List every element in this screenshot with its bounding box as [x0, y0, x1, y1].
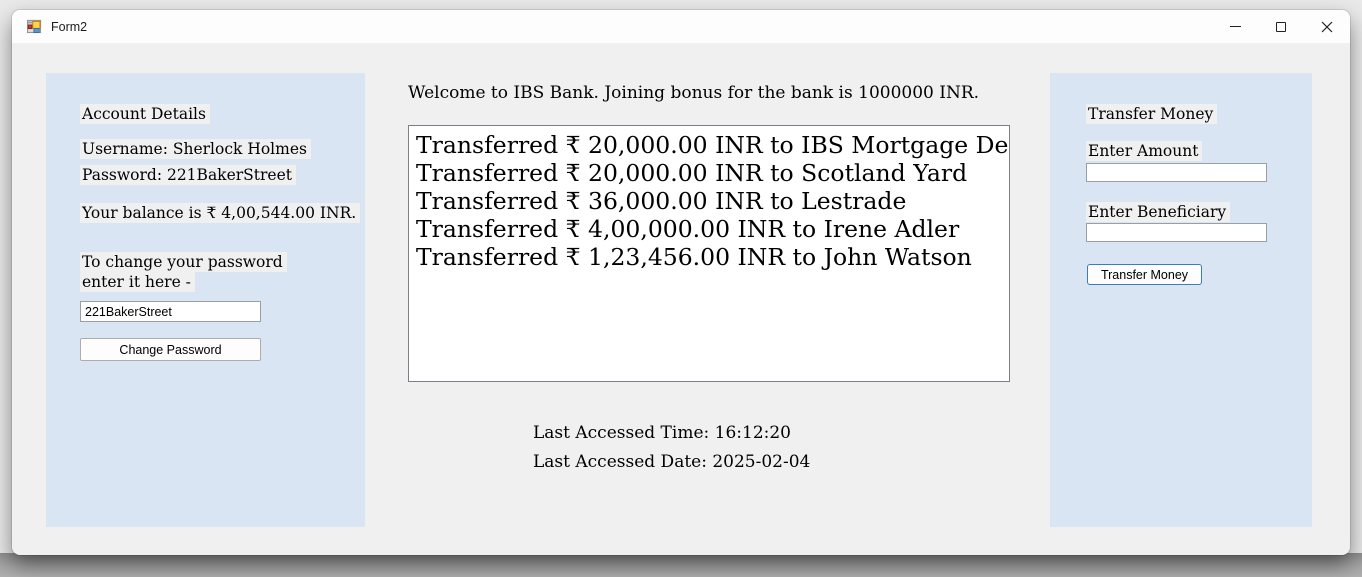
transaction-item[interactable]: Transferred ₹ 36,000.00 INR to Lestrade — [416, 187, 907, 215]
balance-label: Your balance is ₹ 4,00,544.00 INR. — [80, 203, 361, 223]
change-password-prompt-line1: To change your password — [80, 252, 287, 272]
maximize-icon — [1276, 21, 1286, 32]
amount-input[interactable] — [1086, 163, 1267, 182]
last-accessed-time-label: Last Accessed Time: 16:12:20 — [533, 423, 791, 443]
welcome-message: Welcome to IBS Bank. Joining bonus for t… — [408, 83, 980, 103]
transaction-item[interactable]: Transferred ₹ 4,00,000.00 INR to Irene A… — [416, 215, 960, 243]
new-password-input[interactable] — [80, 301, 261, 322]
close-button[interactable] — [1304, 10, 1350, 43]
username-label: Username: Sherlock Holmes — [80, 139, 311, 159]
account-details-title: Account Details — [80, 104, 210, 124]
transaction-item[interactable]: Transferred ₹ 1,23,456.00 INR to John Wa… — [416, 243, 972, 271]
transaction-item[interactable]: Transferred ₹ 20,000.00 INR to Scotland … — [416, 159, 968, 187]
beneficiary-input[interactable] — [1086, 223, 1267, 242]
transfer-money-panel: Transfer Money Enter Amount Enter Benefi… — [1050, 73, 1312, 527]
transfer-money-title: Transfer Money — [1086, 104, 1218, 124]
caption-buttons — [1212, 10, 1350, 43]
minimize-icon — [1229, 26, 1241, 27]
titlebar: Form2 — [12, 10, 1350, 43]
account-details-panel: Account Details Username: Sherlock Holme… — [46, 73, 365, 527]
close-icon — [1321, 21, 1333, 32]
desktop-floor — [0, 553, 1362, 577]
enter-beneficiary-label: Enter Beneficiary — [1086, 202, 1231, 222]
minimize-button[interactable] — [1212, 10, 1258, 43]
transfer-money-button[interactable]: Transfer Money — [1087, 264, 1202, 285]
transactions-listbox[interactable]: Transferred ₹ 20,000.00 INR to IBS Mortg… — [408, 125, 1010, 382]
change-password-prompt-line2: enter it here - — [80, 272, 195, 292]
window-title: Form2 — [51, 19, 88, 34]
transaction-item[interactable]: Transferred ₹ 20,000.00 INR to IBS Mortg… — [416, 131, 1010, 159]
last-accessed-date-label: Last Accessed Date: 2025-02-04 — [533, 452, 811, 472]
change-password-button[interactable]: Change Password — [80, 338, 261, 361]
form2-window: Form2 Account Details Username: Sherlock… — [12, 10, 1350, 555]
winforms-app-icon — [27, 19, 42, 34]
password-label: Password: 221BakerStreet — [80, 165, 296, 185]
maximize-button[interactable] — [1258, 10, 1304, 43]
form-client-area: Account Details Username: Sherlock Holme… — [12, 43, 1350, 555]
enter-amount-label: Enter Amount — [1086, 141, 1203, 161]
